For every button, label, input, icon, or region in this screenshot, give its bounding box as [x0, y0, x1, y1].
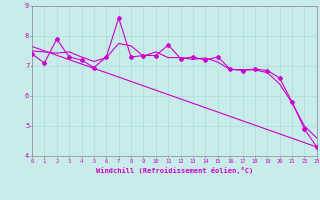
- X-axis label: Windchill (Refroidissement éolien,°C): Windchill (Refroidissement éolien,°C): [96, 167, 253, 174]
